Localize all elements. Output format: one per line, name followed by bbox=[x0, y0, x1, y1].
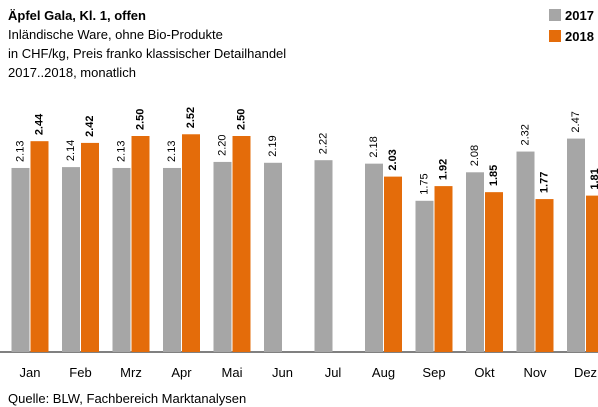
bar bbox=[434, 186, 453, 352]
bar bbox=[131, 136, 150, 352]
bar bbox=[586, 195, 598, 352]
bar bbox=[485, 192, 503, 352]
x-tick-label: Sep bbox=[422, 365, 445, 380]
value-label: 2.50 bbox=[134, 109, 146, 130]
value-label: 2.08 bbox=[469, 145, 481, 166]
bar bbox=[213, 161, 232, 352]
x-tick-label: Jan bbox=[20, 365, 41, 380]
value-label: 1.85 bbox=[488, 165, 500, 186]
source: Quelle: BLW, Fachbereich Marktanalysen bbox=[8, 391, 246, 406]
subtitle: 2017..2018, monatlich bbox=[8, 65, 136, 80]
x-tick-label: Nov bbox=[523, 365, 547, 380]
x-tick-label: Jul bbox=[325, 365, 342, 380]
subtitle: in CHF/kg, Preis franko klassischer Deta… bbox=[8, 46, 286, 61]
value-label: 1.81 bbox=[589, 168, 598, 189]
bar bbox=[535, 199, 554, 352]
value-label: 2.50 bbox=[235, 109, 247, 130]
bar bbox=[567, 138, 585, 352]
value-label: 2.42 bbox=[84, 115, 96, 136]
bar bbox=[182, 134, 200, 352]
bar bbox=[384, 176, 402, 352]
value-label: 2.22 bbox=[317, 133, 329, 154]
x-tick-label: Dez bbox=[574, 365, 597, 380]
x-tick-label: Apr bbox=[171, 365, 192, 380]
bar bbox=[30, 141, 49, 352]
value-label: 2.13 bbox=[14, 141, 26, 162]
value-label: 1.75 bbox=[418, 173, 430, 194]
value-label: 2.14 bbox=[65, 140, 77, 161]
value-label: 2.52 bbox=[185, 107, 197, 128]
legend-swatch bbox=[549, 9, 561, 21]
legend-label: 2018 bbox=[565, 29, 594, 44]
bar bbox=[232, 136, 251, 352]
bar bbox=[466, 172, 484, 352]
value-label: 2.18 bbox=[368, 136, 380, 157]
bar bbox=[516, 151, 535, 352]
chart-title: Äpfel Gala, Kl. 1, offen bbox=[8, 8, 146, 23]
bar bbox=[81, 142, 99, 352]
x-tick-label: Mai bbox=[222, 365, 243, 380]
value-label: 2.44 bbox=[33, 113, 45, 135]
subtitle: Inländische Ware, ohne Bio-Produkte bbox=[8, 27, 223, 42]
value-label: 2.20 bbox=[216, 134, 228, 155]
value-label: 2.13 bbox=[115, 141, 127, 162]
bar bbox=[112, 167, 131, 352]
value-label: 2.13 bbox=[166, 141, 178, 162]
value-label: 2.32 bbox=[519, 124, 531, 145]
value-label: 1.92 bbox=[437, 159, 449, 180]
value-label: 2.47 bbox=[570, 111, 582, 132]
x-tick-label: Okt bbox=[474, 365, 495, 380]
value-label: 1.77 bbox=[538, 172, 550, 193]
bar bbox=[415, 200, 434, 352]
x-tick-label: Jun bbox=[272, 365, 293, 380]
legend-swatch bbox=[549, 30, 561, 42]
value-label: 2.03 bbox=[387, 149, 399, 170]
bar bbox=[62, 167, 80, 352]
bar bbox=[264, 162, 282, 352]
x-tick-label: Aug bbox=[372, 365, 395, 380]
value-label: 2.19 bbox=[267, 135, 279, 156]
x-tick-label: Feb bbox=[69, 365, 91, 380]
bar bbox=[163, 167, 181, 352]
bar bbox=[314, 160, 333, 352]
bar bbox=[11, 167, 30, 352]
bar bbox=[365, 163, 383, 352]
legend-label: 2017 bbox=[565, 8, 594, 23]
x-tick-label: Mrz bbox=[120, 365, 142, 380]
